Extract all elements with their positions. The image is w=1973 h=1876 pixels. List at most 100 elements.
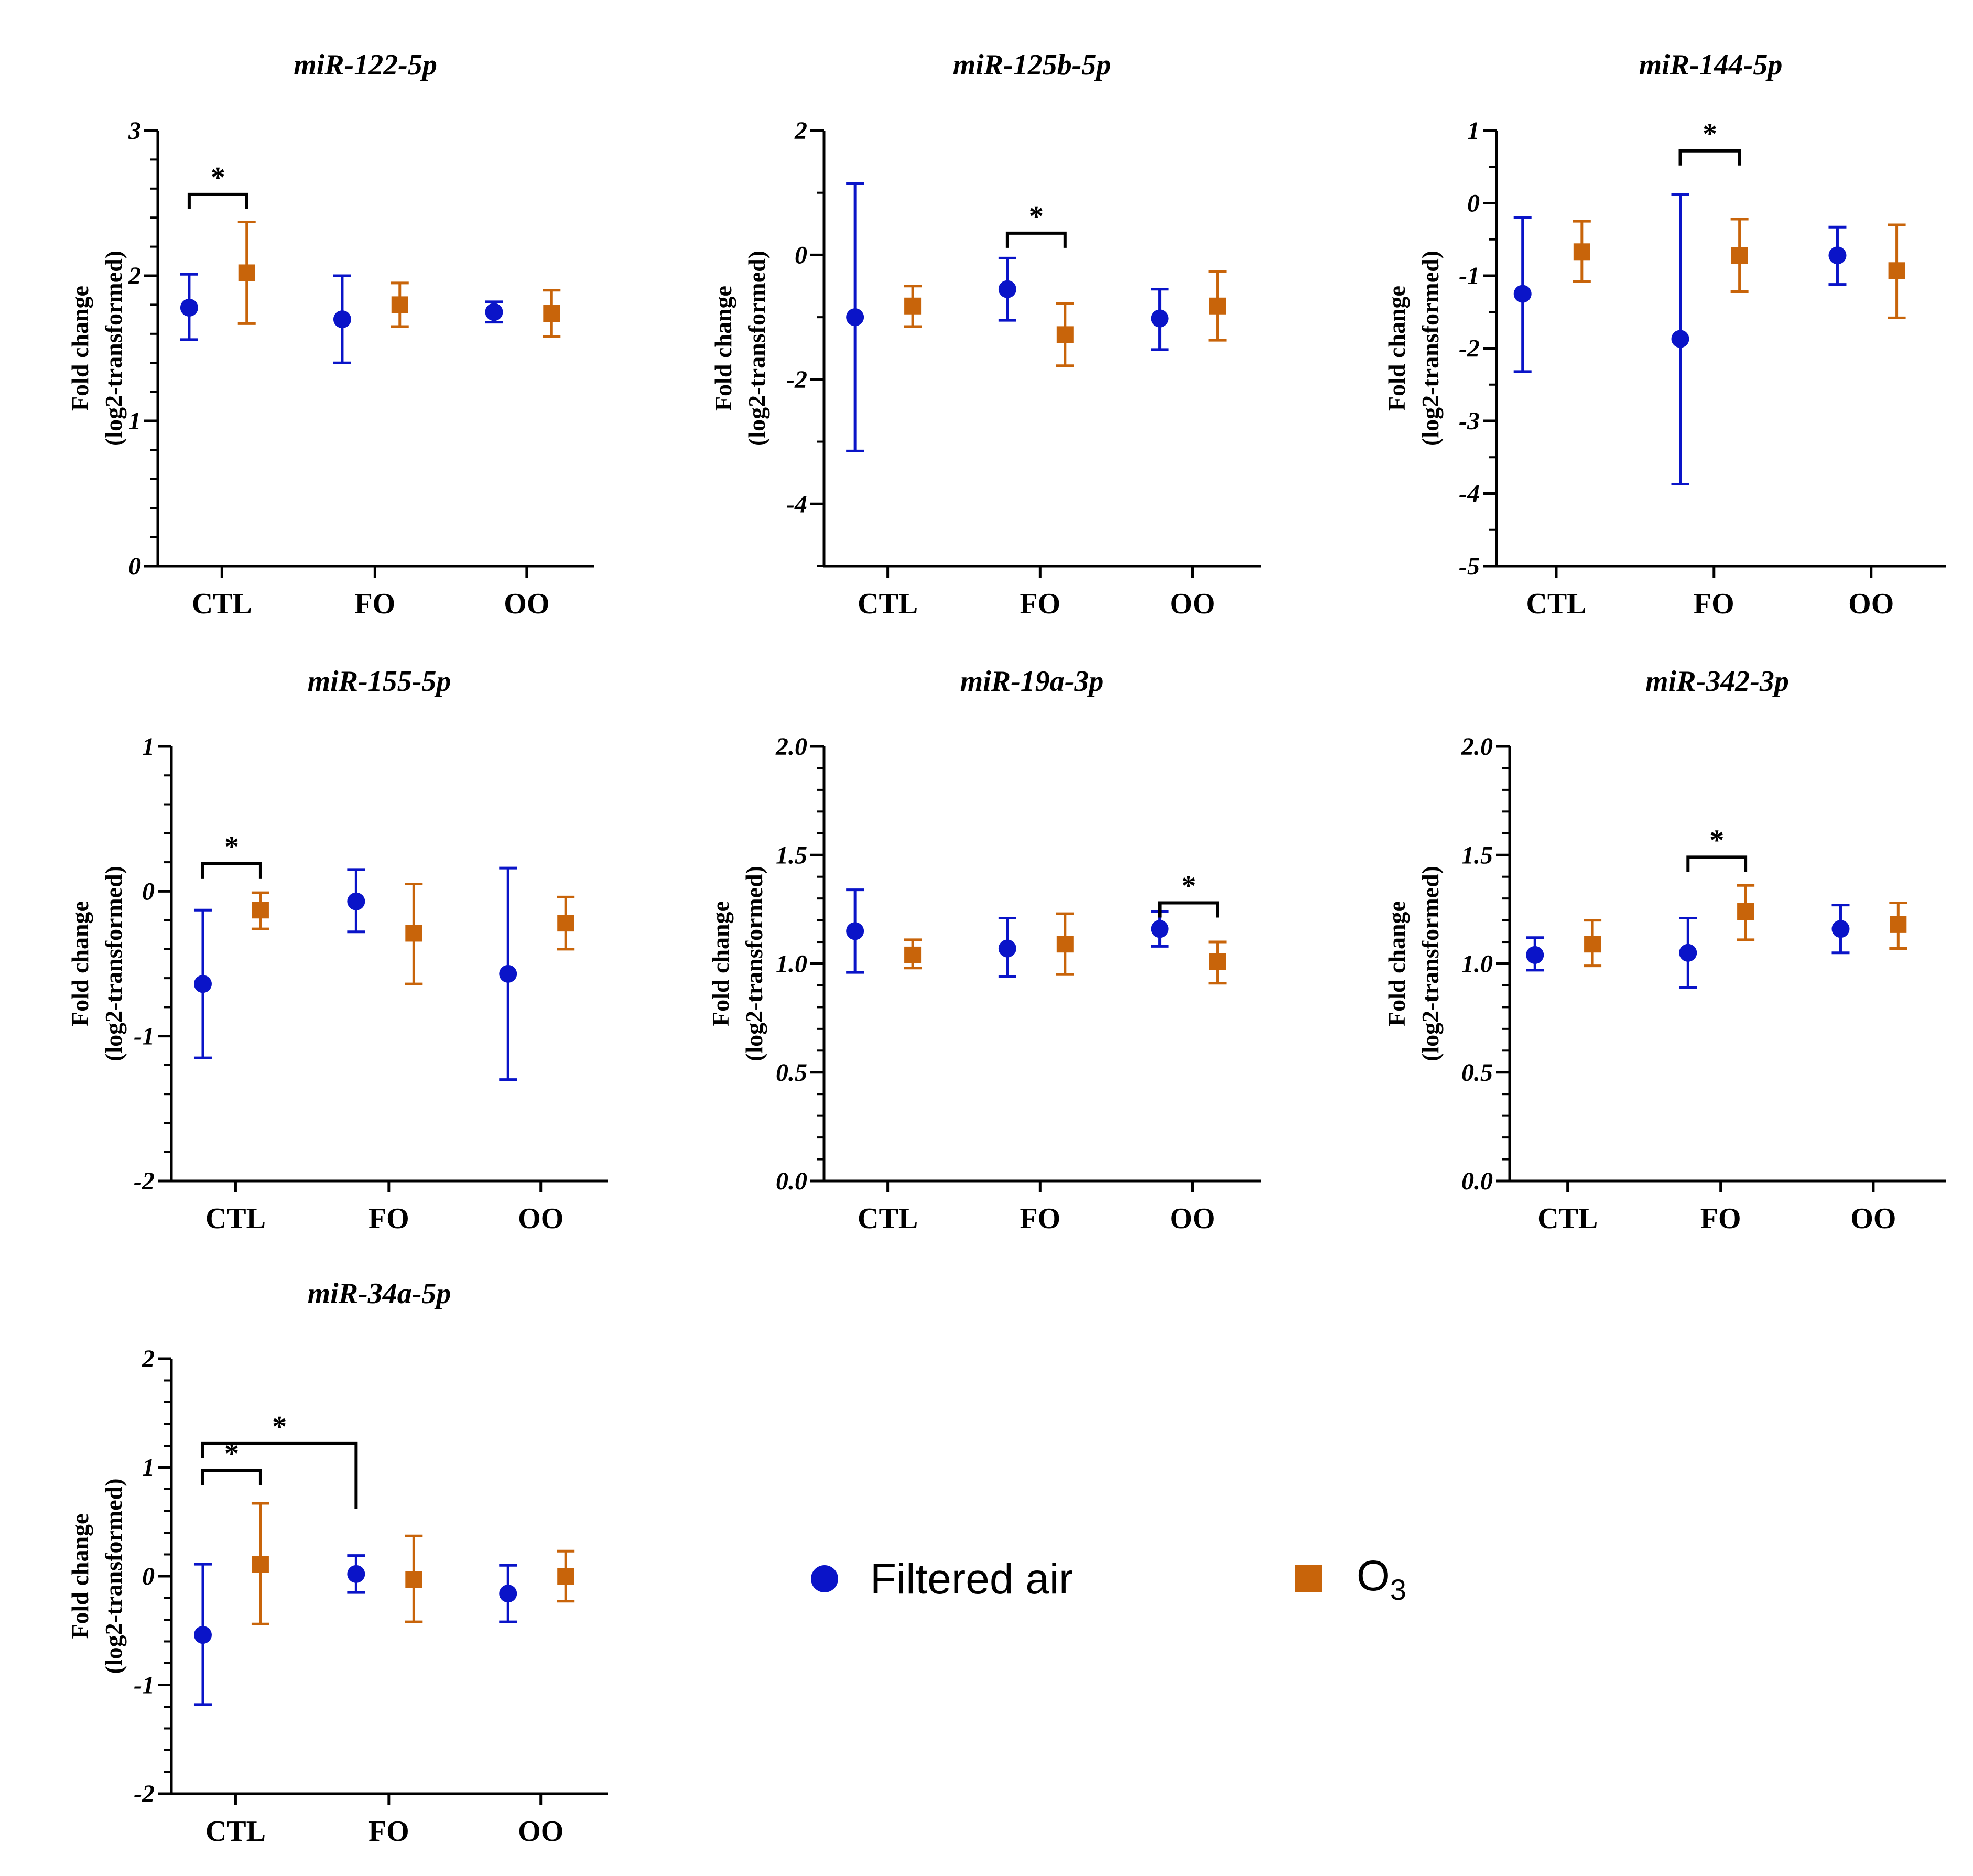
x-tick-label: OO: [518, 1815, 563, 1848]
significance-star: *: [272, 1411, 287, 1443]
data-point-o3: [1890, 916, 1907, 933]
data-point-filtered-air: [193, 1626, 212, 1644]
data-point-o3: [1209, 953, 1226, 970]
data-point-filtered-air: [1828, 246, 1847, 265]
y-tick-label: -2: [134, 1167, 155, 1195]
y-axis-label: Fold change (log2-transformed): [707, 866, 767, 1061]
data-point-o3: [252, 902, 269, 919]
y-axis-label-line: Fold change: [710, 286, 736, 411]
y-tick-label: -1: [1459, 262, 1480, 290]
y-tick-label: 2: [142, 1345, 155, 1373]
y-tick-label: -3: [1459, 407, 1480, 435]
data-point-o3: [904, 946, 922, 963]
significance-bracket: [201, 1441, 358, 1509]
y-tick-label: 0: [795, 241, 807, 269]
chart-panel: miR-19a-3p Fold change (log2-transformed) 0…: [707, 665, 1261, 1235]
y-axis-label-line: Fold change: [1383, 901, 1410, 1026]
y-axis-label: Fold change (log2-transformed): [67, 251, 127, 446]
significance-star: *: [1029, 200, 1044, 233]
y-tick-label: 2: [128, 262, 141, 290]
y-tick-label: -2: [134, 1780, 155, 1808]
y-tick-label: 0.0: [776, 1167, 807, 1195]
data-point-o3: [1584, 936, 1601, 953]
data-point-filtered-air: [180, 298, 198, 317]
data-point-filtered-air: [998, 939, 1016, 958]
y-tick-label: 0: [142, 877, 155, 905]
chart-title: miR-19a-3p: [960, 665, 1104, 698]
x-tick-label: OO: [1169, 588, 1215, 620]
data-point-filtered-air: [499, 1585, 517, 1603]
y-tick-label: 1: [142, 1454, 155, 1482]
data-point-o3: [238, 264, 255, 281]
y-tick-label: -1: [134, 1672, 155, 1699]
data-point-filtered-air: [998, 280, 1016, 298]
x-tick-label: FO: [368, 1815, 409, 1848]
y-tick-label: 1: [128, 407, 141, 435]
y-axis-label-line: (log2-transformed): [741, 866, 767, 1061]
significance-bracket: [201, 862, 262, 879]
data-point-o3: [1737, 903, 1754, 920]
data-point-o3: [252, 1556, 269, 1573]
y-tick-label: -5: [1459, 552, 1480, 580]
y-tick-label: -2: [1459, 335, 1480, 363]
y-tick-label: 0: [142, 1563, 155, 1590]
y-tick-label: 1.0: [776, 950, 807, 978]
x-tick-label: CTL: [1526, 588, 1586, 620]
data-point-filtered-air: [846, 308, 864, 327]
x-tick-label: CTL: [1537, 1202, 1598, 1235]
y-axis-label-line: (log2-transformed): [100, 1478, 127, 1674]
y-tick-label: -1: [134, 1023, 155, 1050]
chart-title: miR-122-5p: [294, 49, 437, 81]
y-axis-label: Fold change (log2-transformed): [1383, 866, 1444, 1061]
legend-label-o3-subscript: 3: [1390, 1573, 1406, 1606]
data-point-filtered-air: [1151, 309, 1169, 328]
data-point-filtered-air: [347, 1565, 365, 1583]
chart-title: miR-144-5p: [1639, 49, 1783, 81]
y-tick-label: 2.0: [775, 733, 807, 761]
y-tick-label: 0: [1467, 190, 1480, 218]
y-tick-label: 0.5: [1461, 1059, 1493, 1087]
y-tick-label: 1.5: [1461, 841, 1493, 869]
data-point-filtered-air: [347, 892, 365, 910]
significance-star: *: [224, 831, 239, 863]
y-axis-label-line: Fold change: [1383, 286, 1410, 411]
significance-star: *: [1181, 870, 1196, 902]
x-tick-label: CTL: [205, 1202, 266, 1235]
y-axis-label: Fold change (log2-transformed): [67, 866, 127, 1061]
significance-star: *: [1703, 118, 1717, 150]
x-tick-label: CTL: [192, 588, 252, 620]
significance-bracket: [1005, 231, 1067, 248]
y-tick-label: 0.5: [776, 1059, 807, 1087]
y-tick-label: 2.0: [1461, 733, 1493, 761]
data-point-filtered-air: [1151, 920, 1169, 938]
y-axis-label-line: Fold change: [67, 286, 93, 411]
data-point-o3: [405, 1571, 422, 1588]
chart-panel: miR-125b-5p Fold change (log2-transformed)…: [710, 49, 1261, 620]
chart-title: miR-125b-5p: [953, 49, 1111, 81]
x-tick-label: CTL: [858, 588, 918, 620]
x-tick-label: CTL: [205, 1815, 266, 1848]
data-point-filtered-air: [1679, 944, 1697, 962]
x-tick-label: OO: [504, 588, 549, 620]
chart-title: miR-155-5p: [308, 665, 451, 698]
y-axis-label: Fold change (log2-transformed): [67, 1478, 127, 1674]
data-point-filtered-air: [193, 975, 212, 993]
data-point-o3: [904, 297, 922, 315]
significance-bracket: [1678, 149, 1741, 166]
x-tick-label: FO: [1700, 1202, 1741, 1235]
data-point-o3: [1056, 326, 1074, 343]
legend-marker-o3: [1295, 1565, 1322, 1592]
y-axis-label-line: (log2-transformed): [100, 251, 127, 446]
data-point-o3: [557, 1568, 574, 1585]
legend-marker-filtered-air: [811, 1565, 838, 1592]
x-tick-label: FO: [1020, 588, 1060, 620]
data-point-filtered-air: [333, 310, 351, 329]
data-point-o3: [1056, 936, 1074, 953]
x-tick-label: FO: [1020, 1202, 1060, 1235]
y-tick-label: 2: [794, 117, 807, 145]
data-point-o3: [557, 915, 574, 932]
y-axis-label-line: Fold change: [67, 1514, 93, 1639]
data-point-filtered-air: [1526, 946, 1544, 964]
